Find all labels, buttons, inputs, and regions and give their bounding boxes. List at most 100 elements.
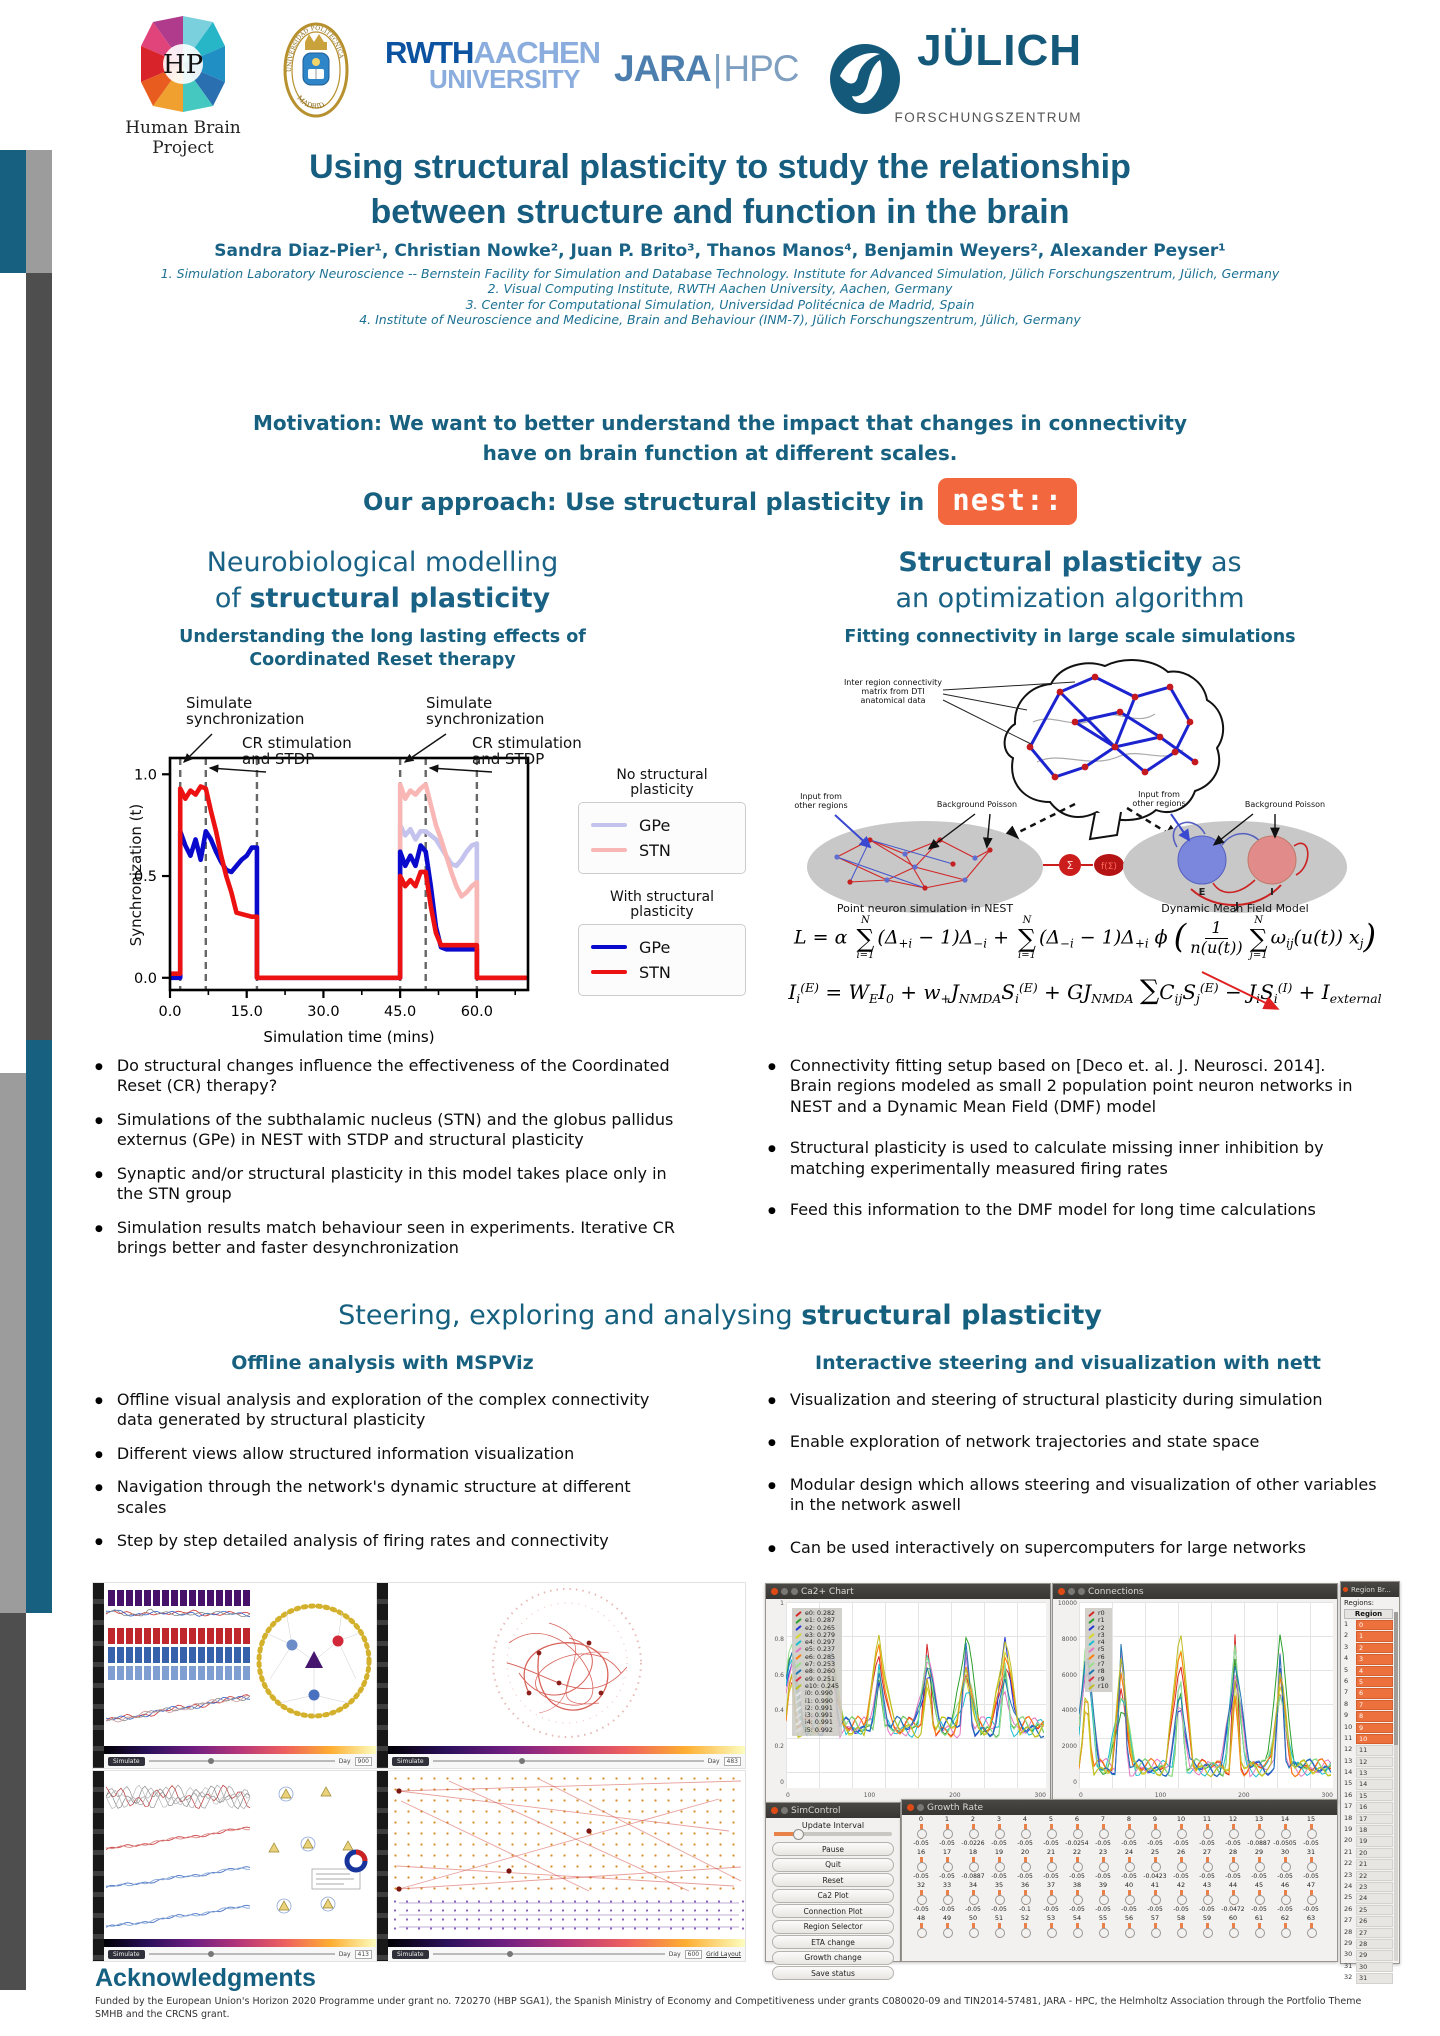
vertical-slider[interactable] [1150,1890,1161,1906]
growth-slider-cell[interactable]: 49 [934,1914,960,1939]
toolbar-icons[interactable] [93,1771,104,1961]
growth-slider-cell[interactable]: 54 [1064,1914,1090,1939]
window-titlebar[interactable]: SimControl [766,1803,900,1818]
region-row[interactable]: 25 24 [1344,1893,1393,1904]
vertical-slider[interactable] [1046,1857,1057,1873]
vertical-slider[interactable] [916,1890,927,1906]
vertical-slider[interactable] [916,1923,927,1939]
growth-slider-cell[interactable]: 6 -0.0254 [1064,1815,1090,1848]
region-cell[interactable]: 5 [1356,1676,1393,1688]
vertical-slider[interactable] [1306,1857,1317,1873]
region-cell[interactable]: 12 [1356,1756,1393,1768]
growth-slider-cell[interactable]: 4 -0.05 [1012,1815,1038,1848]
toolbar-icons[interactable] [377,1583,388,1768]
vertical-slider[interactable] [1202,1890,1213,1906]
growth-slider-cell[interactable]: 44 -0.0472 [1220,1881,1246,1914]
region-row[interactable]: 5 4 [1344,1665,1393,1676]
region-row[interactable]: 6 5 [1344,1676,1393,1688]
region-row[interactable]: 11 10 [1344,1733,1393,1745]
growth-slider-cell[interactable]: 51 [986,1914,1012,1939]
region-cell[interactable]: 13 [1356,1768,1393,1779]
vertical-slider[interactable] [1046,1890,1057,1906]
growth-slider-cell[interactable]: 38 -0.05 [1064,1881,1090,1914]
timeline-slider[interactable] [432,1951,665,1957]
vertical-slider[interactable] [994,1923,1005,1939]
growth-slider-cell[interactable]: 25 -0.0423 [1142,1848,1168,1881]
vertical-slider[interactable] [1228,1824,1239,1840]
region-row[interactable]: 15 14 [1344,1779,1393,1790]
growth-slider-cell[interactable]: 3 -0.05 [986,1815,1012,1848]
vertical-slider[interactable] [942,1824,953,1840]
close-icon[interactable] [907,1804,914,1811]
growth-slider-cell[interactable]: 42 -0.05 [1168,1881,1194,1914]
day-value[interactable]: 600 [684,1949,703,1959]
growth-slider-cell[interactable]: 5 -0.05 [1038,1815,1064,1848]
growth-slider-cell[interactable]: 50 [960,1914,986,1939]
vertical-slider[interactable] [1072,1857,1083,1873]
growth-slider-cell[interactable]: 14 -0.0505 [1272,1815,1298,1848]
simulate-button[interactable]: Simulate [392,1949,429,1959]
region-row[interactable]: 10 9 [1344,1722,1393,1733]
growth-slider-cell[interactable]: 1 -0.05 [934,1815,960,1848]
vertical-slider[interactable] [1124,1890,1135,1906]
growth-slider-cell[interactable]: 48 [908,1914,934,1939]
growth-slider-cell[interactable]: 20 -0.05 [1012,1848,1038,1881]
region-cell[interactable]: 3 [1356,1654,1393,1665]
region-cell[interactable]: 2 [1356,1642,1393,1654]
region-row[interactable]: 29 28 [1344,1938,1393,1950]
simcontrol-button[interactable]: Save status [772,1966,894,1980]
day-value[interactable]: 413 [354,1949,372,1959]
vertical-slider[interactable] [1280,1923,1291,1939]
vertical-slider[interactable] [1098,1890,1109,1906]
growth-slider-cell[interactable]: 56 [1116,1914,1142,1939]
minimize-icon[interactable] [917,1804,924,1811]
vertical-slider[interactable] [1176,1857,1187,1873]
vertical-slider[interactable] [994,1824,1005,1840]
vertical-slider[interactable] [942,1890,953,1906]
region-cell[interactable]: 6 [1356,1688,1393,1699]
day-value[interactable]: 900 [354,1756,372,1766]
simcontrol-button[interactable]: ETA change [772,1935,894,1949]
growth-slider-cell[interactable]: 31 -0.05 [1298,1848,1324,1881]
region-row[interactable]: 7 6 [1344,1688,1393,1699]
vertical-slider[interactable] [1020,1923,1031,1939]
vertical-slider[interactable] [968,1857,979,1873]
window-titlebar[interactable]: Region Br... [1341,1582,1399,1597]
vertical-slider[interactable] [1176,1890,1187,1906]
window-titlebar[interactable]: Connections [1053,1584,1337,1599]
vertical-slider[interactable] [1020,1857,1031,1873]
growth-slider-cell[interactable]: 58 [1168,1914,1194,1939]
growth-slider-cell[interactable]: 47 -0.05 [1298,1881,1324,1914]
growth-slider-cell[interactable]: 53 [1038,1914,1064,1939]
growth-slider-cell[interactable]: 24 -0.05 [1116,1848,1142,1881]
growth-slider-cell[interactable]: 18 -0.0887 [960,1848,986,1881]
growth-slider-cell[interactable]: 29 -0.05 [1246,1848,1272,1881]
growth-slider-cell[interactable]: 41 -0.05 [1142,1881,1168,1914]
region-row[interactable]: 22 21 [1344,1859,1393,1870]
region-row[interactable]: 26 25 [1344,1904,1393,1916]
window-titlebar[interactable]: Ca2+ Chart [766,1584,1050,1599]
scrollbar[interactable] [1394,1612,1398,1961]
grid-layout-link[interactable]: Grid Layout [706,1950,741,1958]
growth-slider-cell[interactable]: 21 -0.05 [1038,1848,1064,1881]
region-row[interactable]: 18 17 [1344,1813,1393,1825]
vertical-slider[interactable] [1306,1824,1317,1840]
region-cell[interactable]: 24 [1356,1893,1393,1904]
update-interval-slider[interactable] [774,1829,892,1840]
growth-slider-cell[interactable]: 36 -0.1 [1012,1881,1038,1914]
vertical-slider[interactable] [1072,1824,1083,1840]
region-row[interactable]: 32 31 [1344,1973,1393,1984]
growth-slider-cell[interactable]: 13 -0.0887 [1246,1815,1272,1848]
vertical-slider[interactable] [1254,1890,1265,1906]
vertical-slider[interactable] [1202,1824,1213,1840]
vertical-slider[interactable] [1228,1923,1239,1939]
vertical-slider[interactable] [1098,1857,1109,1873]
close-icon[interactable] [1058,1588,1065,1595]
growth-slider-cell[interactable]: 63 [1298,1914,1324,1939]
vertical-slider[interactable] [942,1923,953,1939]
growth-slider-cell[interactable]: 43 -0.05 [1194,1881,1220,1914]
region-cell[interactable]: 17 [1356,1813,1393,1825]
growth-slider-cell[interactable]: 7 -0.05 [1090,1815,1116,1848]
growth-slider-cell[interactable]: 35 -0.05 [986,1881,1012,1914]
region-cell[interactable]: 11 [1356,1745,1393,1756]
